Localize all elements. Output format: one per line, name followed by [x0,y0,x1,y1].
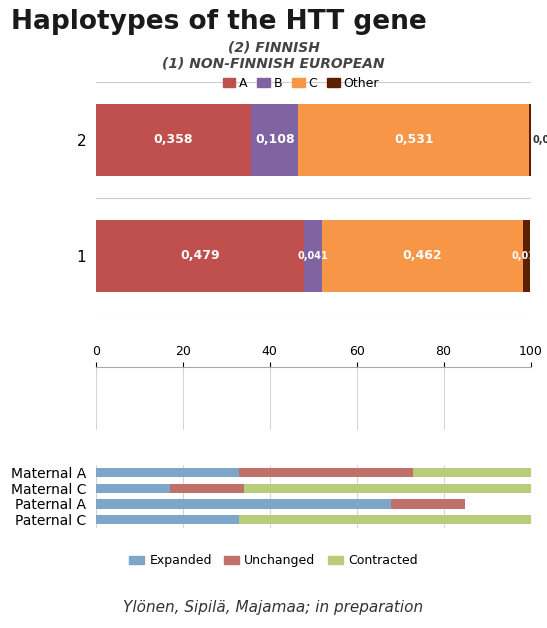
Bar [322,220,523,292]
Text: (2) FINNISH: (2) FINNISH [228,41,319,55]
Bar [239,468,413,477]
Bar [243,484,531,493]
Bar [96,220,304,292]
Text: 0,041: 0,041 [298,251,328,261]
Text: 0,462: 0,462 [403,249,442,263]
Bar [413,468,531,477]
Bar [239,515,531,524]
Text: 0,108: 0,108 [255,133,295,146]
Text: Ylönen, Sipilä, Majamaa; in preparation: Ylönen, Sipilä, Majamaa; in preparation [124,600,423,615]
Text: 0,003: 0,003 [533,135,547,144]
Text: (1) NON-FINNISH EUROPEAN: (1) NON-FINNISH EUROPEAN [162,57,385,70]
Bar [252,104,298,176]
Bar [96,515,239,524]
Bar [96,499,392,509]
Legend: A, B, C, Other: A, B, C, Other [218,72,384,95]
Bar [298,104,529,176]
Bar [523,220,530,292]
Legend: Expanded, Unchanged, Contracted: Expanded, Unchanged, Contracted [124,550,423,573]
Bar [529,104,531,176]
Text: 0,358: 0,358 [154,133,193,146]
Text: 0,017: 0,017 [511,251,542,261]
Bar [392,499,465,509]
Bar [304,220,322,292]
Text: Haplotypes of the HTT gene: Haplotypes of the HTT gene [11,9,427,35]
Bar [96,468,239,477]
Text: 0,479: 0,479 [180,249,220,263]
Text: 0,531: 0,531 [394,133,434,146]
Bar [170,484,243,493]
Bar [96,104,252,176]
Bar [96,484,170,493]
